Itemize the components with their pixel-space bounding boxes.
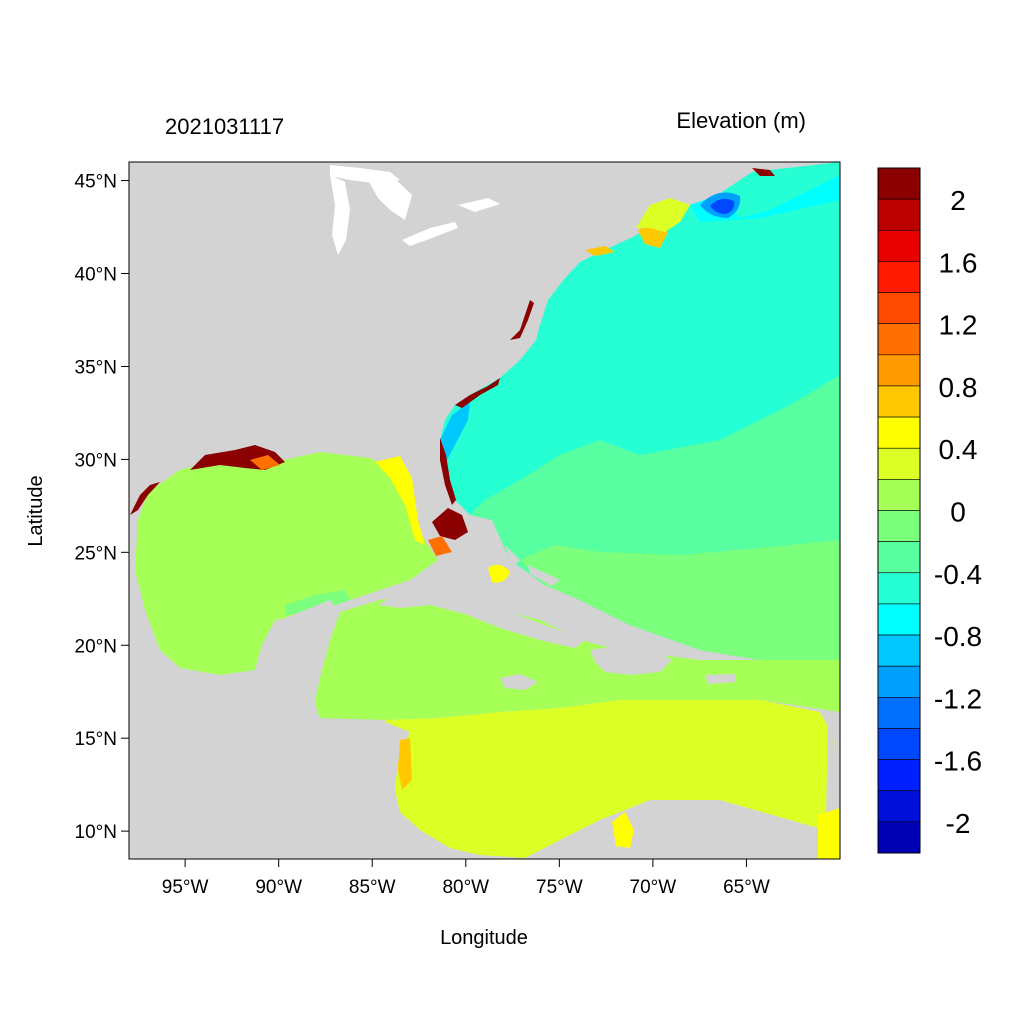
colorbar-swatch <box>877 229 921 262</box>
south-america <box>500 802 840 859</box>
y-tick-label: 45°N <box>75 172 117 193</box>
colorbar-label: 0 <box>950 497 966 528</box>
colorbar-swatch <box>877 416 921 449</box>
colorbar-swatch <box>877 354 921 387</box>
map-plot-area <box>129 162 840 859</box>
x-tick-label: 75°W <box>536 877 583 898</box>
puerto-rico <box>705 674 736 684</box>
y-axis: 10°N 15°N 20°N 25°N 30°N 35°N 40°N 45°N <box>75 172 129 843</box>
atlantic-caribbean-band <box>520 540 840 660</box>
colorbar-swatch <box>877 323 921 356</box>
colorbar-swatch <box>877 292 921 324</box>
florida-east-surge <box>440 438 456 505</box>
colorbar-swatch <box>877 510 921 542</box>
louisiana-orange <box>250 455 280 470</box>
colorbar-swatch <box>877 198 921 231</box>
colorbar-swatch <box>877 821 921 854</box>
y-tick-label: 10°N <box>75 822 117 843</box>
bahamas-yellow <box>488 564 510 583</box>
central-america <box>129 560 420 859</box>
colorbar-swatch <box>877 541 921 574</box>
colorbar-label: 1.2 <box>939 310 978 341</box>
colorbar-swatch <box>877 728 921 760</box>
colorbar-labels: 2 1.6 1.2 0.8 0.4 0 -0.4 -0.8 -1.2 -1.6 -2 <box>934 185 982 839</box>
colorbar-label: -1.2 <box>934 683 982 714</box>
y-tick-label: 15°N <box>75 729 117 750</box>
colorbar-swatch <box>877 385 921 418</box>
y-tick-label: 35°N <box>75 357 117 378</box>
colorbar-swatch <box>877 759 921 792</box>
colorbar-label: -2 <box>946 808 971 839</box>
colorbar-label: 0.4 <box>939 434 978 465</box>
lake-michigan <box>330 175 350 255</box>
lesser-antilles <box>826 712 835 820</box>
y-tick-label: 30°N <box>75 450 117 471</box>
florida-sw-surge <box>432 508 468 540</box>
yucatan-shelf <box>285 590 350 615</box>
jamaica <box>500 674 538 690</box>
x-axis: 95°W 90°W 85°W 80°W 75°W 70°W 65°W <box>162 859 770 898</box>
carolina-surge <box>455 378 500 408</box>
colorbar-border <box>877 167 921 854</box>
lake-ontario <box>458 198 500 212</box>
right-title: Elevation (m) <box>676 108 806 133</box>
plot-border <box>128 161 841 860</box>
lesser-antilles-yellow <box>818 808 840 859</box>
x-axis-label: Longitude <box>440 927 528 949</box>
caribbean-south <box>385 700 835 858</box>
x-tick-label: 85°W <box>349 877 396 898</box>
new-england-yellow <box>636 198 690 232</box>
x-tick-label: 65°W <box>723 877 770 898</box>
colorbar-label: -0.4 <box>934 559 982 590</box>
lake-huron <box>368 176 412 220</box>
y-tick-label: 25°N <box>75 543 117 564</box>
gulf-of-mexico <box>135 452 438 675</box>
bahamas <box>486 528 560 586</box>
colorbar-swatch <box>877 603 921 636</box>
y-axis-label: Latitude <box>25 475 47 546</box>
x-tick-label: 80°W <box>442 877 489 898</box>
x-tick-label: 95°W <box>162 877 209 898</box>
colorbar-swatch <box>877 167 921 200</box>
colorbar-label: -1.6 <box>934 746 982 777</box>
lake-erie <box>402 222 458 246</box>
hispaniola <box>590 645 672 675</box>
texas-coast-surge <box>130 482 160 515</box>
colorbar <box>877 167 921 854</box>
colorbar-swatch <box>877 447 921 480</box>
gulf-of-maine-min <box>710 198 735 214</box>
colorbar-swatch <box>877 572 921 605</box>
se-coast-low <box>440 402 470 460</box>
florida-panhandle-yellow <box>375 456 425 545</box>
caribbean-north <box>312 595 840 720</box>
y-tick-label: 20°N <box>75 636 117 657</box>
colorbar-swatch <box>877 697 921 729</box>
colorbar-swatch <box>877 665 921 698</box>
colorbar-swatch <box>877 790 921 823</box>
x-tick-label: 90°W <box>255 877 302 898</box>
cape-cod-orange <box>638 226 668 248</box>
y-tick-label: 40°N <box>75 265 117 286</box>
colorbar-label: 1.6 <box>939 247 978 278</box>
nicaragua-coast-orange <box>398 738 412 790</box>
colorbar-label: 0.8 <box>939 372 978 403</box>
colorbar-swatch <box>877 261 921 293</box>
nova-scotia-surge <box>752 168 775 176</box>
left-title: 2021031117 <box>165 114 284 139</box>
colorbar-swatch <box>877 634 921 667</box>
colorbar-swatch <box>877 479 921 511</box>
cuba <box>378 590 585 648</box>
chesapeake-surge <box>510 300 534 340</box>
colorbar-label: -0.8 <box>934 621 982 652</box>
long-island-surge <box>585 246 615 256</box>
florida-keys-surge <box>428 536 452 556</box>
colorbar-label: 2 <box>950 185 966 216</box>
x-tick-label: 70°W <box>630 877 677 898</box>
gulf-venezuela-yellow <box>612 812 634 848</box>
